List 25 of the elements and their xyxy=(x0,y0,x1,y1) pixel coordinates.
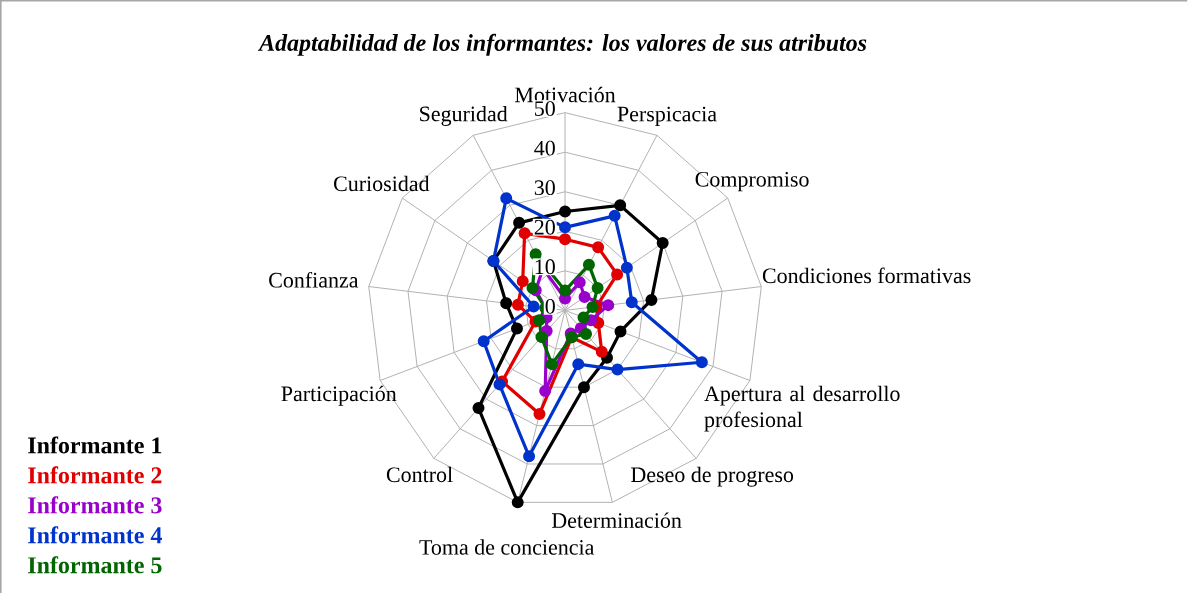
spoke-label: Toma de conciencia xyxy=(419,539,595,555)
spoke-label: Compromiso xyxy=(695,172,809,192)
spoke-label: Motivación xyxy=(515,86,616,103)
text: Informante 5 xyxy=(28,556,162,574)
spoke-label: Curiosidad xyxy=(334,175,430,192)
y-tick-label: 30 xyxy=(534,180,555,196)
spoke-label: Seguridad xyxy=(420,106,508,126)
text: Informante 4 xyxy=(28,526,162,544)
spoke-label: Confianza xyxy=(269,272,359,288)
chart-title: Adaptabilidad de los informantes: los valores de sus atributos xyxy=(257,33,867,56)
y-tick-label: 0 xyxy=(545,299,555,314)
spoke-label: Determinación xyxy=(551,512,682,529)
text: Informante 2 xyxy=(28,466,162,484)
spoke-label: Apertura al desarrollo profesional xyxy=(704,385,900,432)
y-tick-label: 50 xyxy=(535,101,555,117)
spoke-label: Participación xyxy=(281,385,397,406)
y-tick-label: 40 xyxy=(534,140,555,156)
spoke-label: Control xyxy=(386,466,453,483)
spoke-label: Deseo de progreso xyxy=(631,466,794,487)
spoke-label: Perspicacia xyxy=(617,106,717,126)
text: Informante 1 xyxy=(28,436,162,454)
y-tick-label: 10 xyxy=(535,259,555,275)
text: Informante 3 xyxy=(28,496,162,514)
spoke-label: Condiciones formativas xyxy=(762,267,971,284)
y-tick-label: 20 xyxy=(534,219,555,235)
